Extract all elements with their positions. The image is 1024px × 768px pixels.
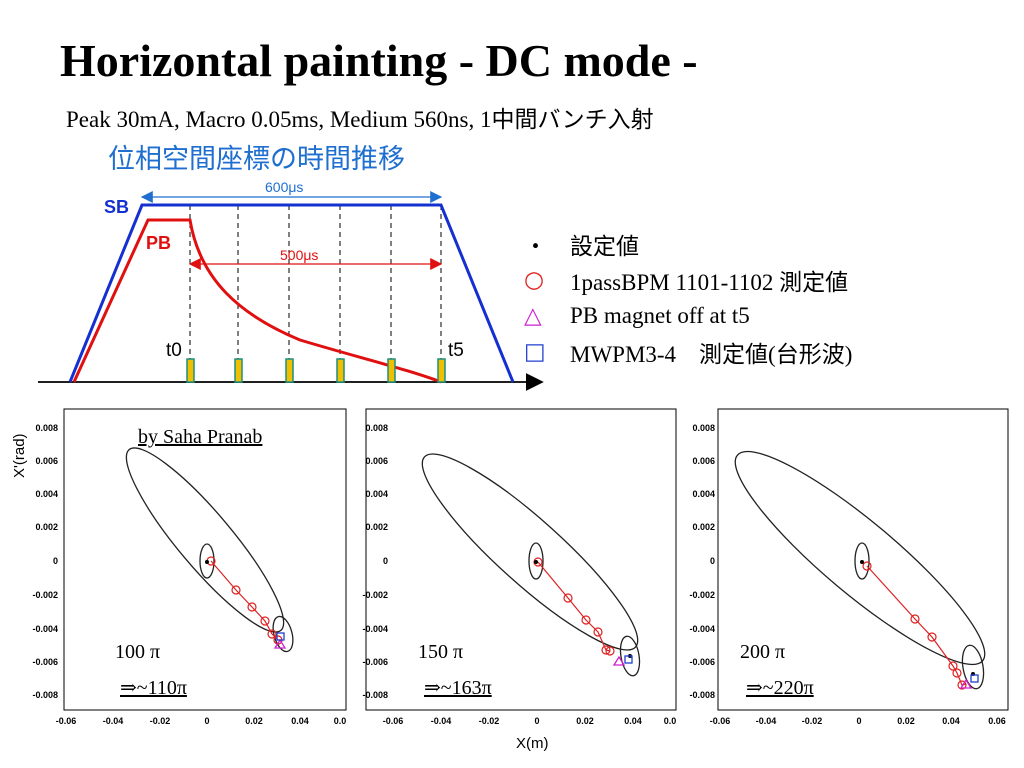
dot-icon: ・ — [524, 234, 547, 260]
panel-1: 0.008 0.006 0.004 0.002 0 -0.002 -0.004 … — [32, 408, 347, 726]
svg-text:0.006: 0.006 — [692, 456, 715, 466]
svg-text:0.02: 0.02 — [897, 716, 915, 726]
svg-text:0.008: 0.008 — [35, 423, 58, 433]
svg-text:0.04: 0.04 — [942, 716, 960, 726]
legend-item: □ MWPM3-4 測定値(台形波) — [524, 339, 853, 367]
svg-text:0.002: 0.002 — [365, 522, 388, 532]
sb-waveform — [68, 203, 515, 383]
legend: ・ 設定値 ○ 1passBPM 1101-1102 測定値 △ PB magn… — [524, 226, 852, 370]
y-tick-labels: 0.008 0.006 0.004 0.002 0 -0.002 -0.004 … — [32, 423, 58, 700]
svg-text:-0.002: -0.002 — [689, 590, 715, 600]
svg-text:0.006: 0.006 — [365, 456, 388, 466]
svg-text:0: 0 — [204, 716, 209, 726]
square-icon: □ — [524, 339, 546, 365]
svg-text:0: 0 — [710, 556, 715, 566]
time-markers — [189, 205, 442, 360]
svg-text:-0.02: -0.02 — [150, 716, 171, 726]
panel-3-result: ⇒~220π — [746, 677, 814, 699]
svg-text:-0.002: -0.002 — [362, 590, 388, 600]
svg-text:-0.04: -0.04 — [431, 716, 452, 726]
panel-2: 0.008 0.006 0.004 0.002 0 -0.002 -0.004 … — [362, 408, 677, 726]
svg-text:-0.006: -0.006 — [32, 657, 58, 667]
svg-text:0.02: 0.02 — [245, 716, 263, 726]
svg-text:0.008: 0.008 — [692, 423, 715, 433]
svg-text:0: 0 — [856, 716, 861, 726]
svg-text:0.06: 0.06 — [988, 716, 1006, 726]
svg-text:0.04: 0.04 — [624, 716, 642, 726]
svg-text:-0.04: -0.04 — [103, 716, 124, 726]
panel-3-emittance: 200 π — [740, 641, 786, 663]
legend-item: ・ 設定値 — [524, 226, 852, 262]
circle-icon: ○ — [524, 267, 545, 293]
svg-text:-0.008: -0.008 — [362, 690, 388, 700]
svg-text:0.002: 0.002 — [692, 522, 715, 532]
legend-item: ○ 1passBPM 1101-1102 測定値 — [524, 267, 849, 295]
svg-text:0.008: 0.008 — [365, 423, 388, 433]
svg-text:0.04: 0.04 — [291, 716, 309, 726]
triangle-icon: △ — [524, 303, 542, 329]
svg-text:-0.004: -0.004 — [362, 624, 388, 634]
panel-2-emittance: 150 π — [418, 641, 464, 663]
pb-waveform — [72, 218, 442, 384]
svg-text:0.004: 0.004 — [35, 489, 58, 499]
svg-text:0: 0 — [534, 716, 539, 726]
t5-label: t5 — [448, 340, 464, 361]
svg-text:0.004: 0.004 — [365, 489, 388, 499]
svg-text:0.0: 0.0 — [334, 716, 347, 726]
page-title: Horizontal painting - DC mode - — [60, 35, 698, 86]
svg-text:0.002: 0.002 — [35, 522, 58, 532]
svg-text:-0.02: -0.02 — [479, 716, 500, 726]
pb-label: PB — [146, 233, 171, 253]
svg-text:0.006: 0.006 — [35, 456, 58, 466]
injection-pulses — [186, 358, 446, 383]
panel-3: 0.008 0.006 0.004 0.002 0 -0.002 -0.004 … — [689, 408, 1009, 726]
svg-text:-0.004: -0.004 — [32, 624, 58, 634]
svg-text:-0.008: -0.008 — [32, 690, 58, 700]
credit-text: by Saha Pranab — [138, 426, 263, 448]
svg-text:0.0: 0.0 — [664, 716, 677, 726]
svg-text:-0.04: -0.04 — [756, 716, 777, 726]
y-axis-label: X'(rad) — [11, 433, 28, 478]
svg-text:0.004: 0.004 — [692, 489, 715, 499]
svg-text:-0.002: -0.002 — [32, 590, 58, 600]
pb-width-label: 500μs — [280, 247, 318, 263]
sb-width-label: 600μs — [265, 179, 303, 195]
svg-text:0: 0 — [53, 556, 58, 566]
panel-1-emittance: 100 π — [115, 641, 161, 663]
panel-1-result: ⇒~110π — [120, 677, 187, 699]
svg-text:-0.06: -0.06 — [383, 716, 404, 726]
svg-text:-0.02: -0.02 — [802, 716, 823, 726]
t0-label: t0 — [166, 340, 182, 361]
legend-item: △ PB magnet off at t5 — [524, 303, 750, 329]
svg-text:-0.006: -0.006 — [362, 657, 388, 667]
svg-text:0: 0 — [383, 556, 388, 566]
svg-text:0.02: 0.02 — [576, 716, 594, 726]
panel-2-result: ⇒~163π — [424, 677, 492, 699]
x-axis-label: X(m) — [516, 735, 549, 752]
svg-text:-0.06: -0.06 — [56, 716, 77, 726]
svg-text:-0.006: -0.006 — [689, 657, 715, 667]
subtitle: Peak 30mA, Macro 0.05ms, Medium 560ns, 1… — [66, 107, 654, 132]
svg-text:-0.008: -0.008 — [689, 690, 715, 700]
section-heading: 位相空間座標の時間推移 — [108, 144, 405, 175]
svg-text:-0.004: -0.004 — [689, 624, 715, 634]
sb-label: SB — [104, 197, 129, 217]
x-tick-labels: -0.06 -0.04 -0.02 0 0.02 0.04 0.0 — [56, 716, 347, 726]
svg-text:-0.06: -0.06 — [710, 716, 731, 726]
